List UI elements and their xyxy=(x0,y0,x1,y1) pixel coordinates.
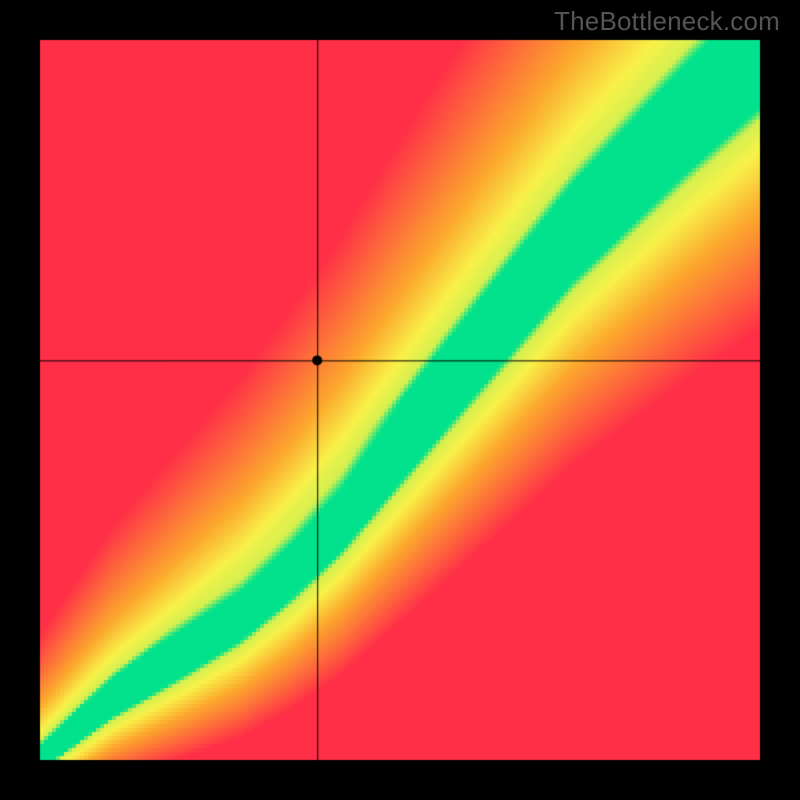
heatmap-canvas xyxy=(0,0,800,800)
bottleneck-chart: TheBottleneck.com xyxy=(0,0,800,800)
watermark-text: TheBottleneck.com xyxy=(554,6,780,37)
